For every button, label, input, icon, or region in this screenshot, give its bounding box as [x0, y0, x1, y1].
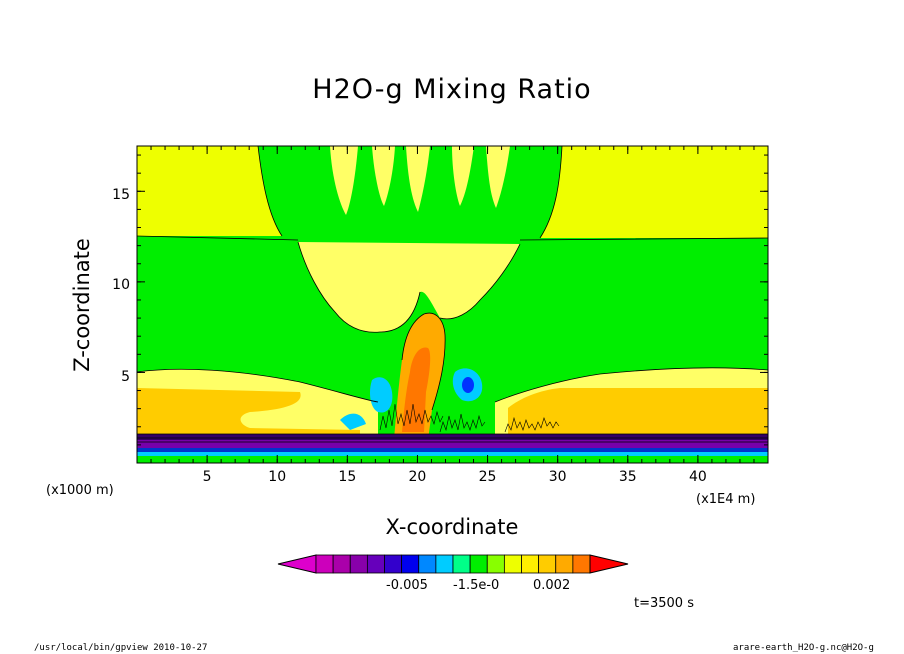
colorbar-tick-label: -1.5e-0: [453, 578, 500, 593]
x-tick-label: 40: [688, 469, 707, 485]
region-cyan-pocket: [370, 377, 393, 413]
contour-scribble: [379, 403, 560, 433]
colorbar: [277, 554, 629, 574]
footer-right: arare-earth_H2O-g.nc@H2O-g: [733, 643, 874, 653]
region-surface-blue: [137, 448, 768, 452]
colorbar-swatch: [366, 554, 385, 574]
y-axis-label: Z-coordinate: [70, 238, 94, 372]
colorbar-swatch: [503, 554, 522, 574]
y-tick-label: 5: [121, 369, 130, 385]
x-tick-label: 20: [408, 469, 427, 485]
x-tick-label: 30: [548, 469, 567, 485]
region-surface-purple: [137, 440, 768, 448]
colorbar-swatch: [486, 554, 505, 574]
y-tick-label: 10: [112, 277, 130, 293]
region-streak: [486, 146, 510, 208]
colorbar-swatch: [572, 554, 591, 574]
colorbar-swatch: [349, 554, 368, 574]
region-surface-cyan: [137, 452, 768, 456]
colorbar-swatch: [555, 554, 574, 574]
colorbar-swatch: [332, 554, 351, 574]
x-tick-label: 25: [478, 469, 497, 485]
colorbar-max-arrow: [589, 554, 629, 574]
contour-field: [137, 146, 768, 463]
colorbar-swatch: [418, 554, 437, 574]
x-tick-label: 5: [202, 469, 212, 485]
axis-tick-marks: [137, 146, 768, 463]
y-unit-label: (x1000 m): [46, 483, 114, 498]
region-updraft-core: [402, 347, 431, 432]
time-label: t=3500 s: [634, 596, 694, 611]
region-low-level-orange-right: [508, 388, 768, 438]
region-low-level-orange-left: [137, 388, 360, 438]
region-streak: [330, 146, 358, 215]
plot-frame: [136, 145, 769, 464]
colorbar-swatch: [538, 554, 557, 574]
region-upper-left-yellow: [137, 146, 282, 236]
x-tick-label: 10: [268, 469, 287, 485]
region-streak: [372, 146, 395, 206]
colorbar-swatch: [435, 554, 454, 574]
x-axis-label: X-coordinate: [385, 515, 519, 539]
region-upper-right-yellow: [540, 146, 768, 238]
contour-lines: [137, 146, 768, 443]
x-unit-label: (x1E4 m): [696, 492, 756, 507]
chart-title: H2O-g Mixing Ratio: [312, 74, 592, 105]
footer-left: /usr/local/bin/gpview 2010-10-27: [34, 643, 208, 653]
colorbar-swatch: [521, 554, 540, 574]
x-tick-label: 15: [338, 469, 357, 485]
colorbar-swatch: [315, 554, 334, 574]
region-streak: [452, 146, 474, 206]
colorbar-tick-label: 0.002: [533, 578, 571, 593]
y-tick-label: 15: [112, 187, 130, 203]
region-cyan-pocket: [340, 413, 366, 430]
colorbar-swatch: [469, 554, 488, 574]
colorbar-tick-label: -0.005: [386, 578, 428, 593]
colorbar-swatch: [384, 554, 403, 574]
region-blue-pocket: [462, 377, 474, 393]
region-streak: [406, 146, 430, 212]
colorbar-swatch: [452, 554, 471, 574]
colorbar-swatch: [401, 554, 420, 574]
x-tick-label: 35: [618, 469, 637, 485]
region-surface-green: [137, 456, 768, 463]
region-plume-yellow-anvil: [298, 242, 520, 333]
colorbar-min-arrow: [277, 554, 317, 574]
